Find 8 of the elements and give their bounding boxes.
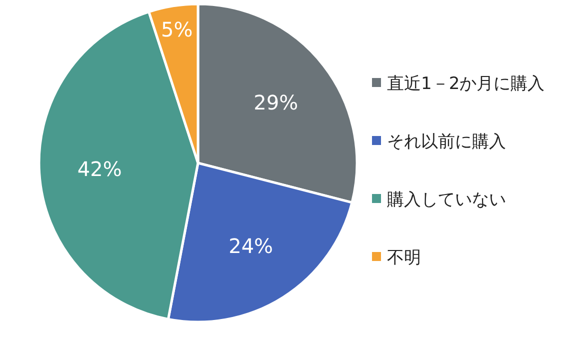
legend-label: 購入していない [387, 190, 506, 210]
legend-label: それ以前に購入 [387, 132, 506, 152]
data-label: 24% [228, 234, 274, 258]
legend-label: 直近1－2か月に購入 [387, 74, 545, 94]
data-label: 29% [254, 90, 298, 115]
data-label: 42% [77, 157, 122, 182]
data-label: 5% [160, 18, 193, 42]
legend-label: 不明 [387, 248, 421, 268]
